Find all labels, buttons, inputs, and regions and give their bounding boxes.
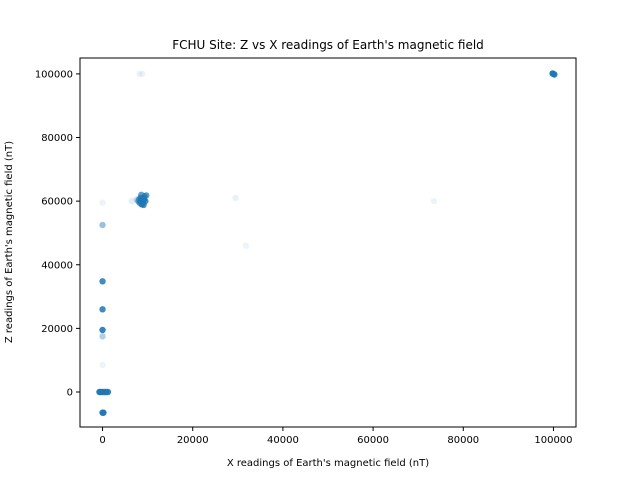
chart-title: FCHU Site: Z vs X readings of Earth's ma… (172, 38, 484, 52)
y-axis-title: Z readings of Earth's magnetic field (nT… (4, 141, 15, 343)
data-point (99, 306, 106, 313)
points-layer (96, 70, 558, 416)
x-tick-label: 0 (99, 435, 105, 446)
data-point (140, 196, 148, 203)
data-point (549, 70, 556, 77)
x-tick-label: 40000 (267, 435, 299, 446)
data-point (104, 388, 112, 396)
data-point (139, 70, 146, 78)
data-point (99, 326, 106, 334)
y-tick-label: 80000 (41, 133, 73, 144)
data-point (99, 361, 106, 369)
data-point (96, 388, 103, 396)
data-point (430, 197, 438, 205)
data-point (100, 409, 107, 416)
y-tick-label: 60000 (41, 197, 73, 208)
data-point (128, 197, 136, 205)
data-point (99, 221, 106, 229)
data-point (232, 194, 239, 202)
data-point (136, 70, 143, 78)
y-axis-ticks: 0 20000 40000 60000 80000 100000 (35, 69, 80, 399)
y-tick-label: 40000 (41, 260, 73, 271)
data-point (99, 199, 106, 206)
data-point (99, 333, 106, 340)
x-tick-label: 60000 (357, 435, 389, 446)
x-axis-title: X readings of Earth's magnetic field (nT… (227, 458, 429, 469)
x-axis-ticks: 0 20000 40000 60000 80000 100000 (99, 427, 573, 446)
data-point (99, 278, 106, 285)
plot-frame (79, 57, 577, 428)
x-tick-label: 80000 (447, 435, 479, 446)
x-tick-label: 20000 (177, 435, 209, 446)
y-tick-label: 100000 (35, 69, 73, 80)
y-tick-label: 20000 (41, 324, 73, 335)
data-point (242, 242, 250, 249)
x-tick-label: 100000 (534, 435, 572, 446)
y-tick-label: 0 (67, 388, 73, 399)
